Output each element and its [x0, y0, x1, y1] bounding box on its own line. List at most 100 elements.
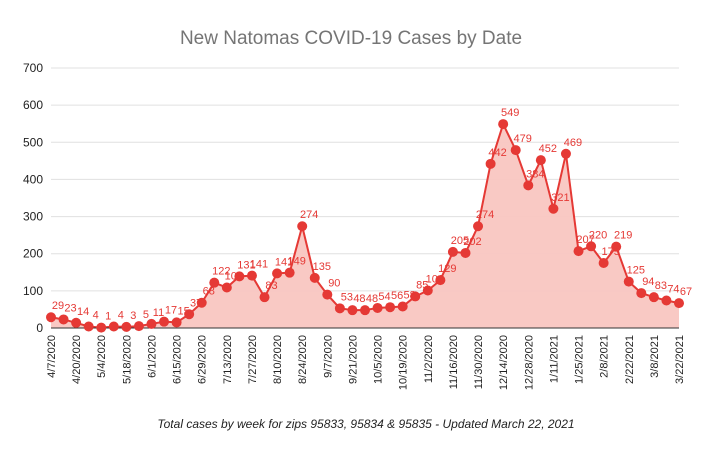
data-label: 48 — [366, 293, 378, 305]
data-label: 384 — [526, 168, 544, 180]
x-tick-label: 11/2/2020 — [423, 335, 435, 383]
data-point — [96, 322, 107, 333]
y-tick-label: 300 — [23, 210, 43, 224]
data-point — [184, 309, 195, 320]
area-fill-layer — [51, 124, 679, 328]
data-label: 85 — [416, 279, 428, 291]
data-point — [71, 317, 82, 328]
data-label: 321 — [551, 192, 569, 204]
data-point — [523, 180, 534, 191]
data-label: 549 — [501, 107, 519, 119]
data-label: 205 — [451, 235, 469, 247]
data-point — [58, 314, 69, 325]
y-tick-label: 500 — [23, 135, 43, 149]
data-label: 207 — [576, 234, 594, 246]
data-point — [83, 321, 94, 332]
data-label: 442 — [488, 147, 506, 159]
data-point — [460, 247, 471, 258]
data-label: 101 — [426, 273, 444, 285]
data-point — [385, 302, 396, 313]
data-point — [146, 318, 157, 329]
data-point — [297, 221, 308, 232]
data-point — [334, 303, 345, 314]
data-label: 58 — [404, 289, 416, 301]
x-tick-label: 12/28/2020 — [523, 335, 535, 390]
data-label: 14 — [77, 306, 89, 318]
data-label: 15 — [177, 305, 189, 317]
data-points — [46, 119, 684, 333]
data-point — [171, 317, 182, 328]
x-tick-label: 1/11/2021 — [548, 335, 560, 383]
y-tick-label: 100 — [23, 284, 43, 298]
data-label: 48 — [353, 293, 365, 305]
data-label: 220 — [589, 229, 607, 241]
data-point — [485, 158, 496, 169]
x-tick-label: 4/7/2020 — [46, 335, 58, 378]
data-label: 23 — [64, 302, 76, 314]
x-tick-label: 10/5/2020 — [373, 335, 385, 384]
data-point — [108, 321, 119, 332]
data-point — [623, 276, 634, 287]
data-point — [598, 258, 609, 268]
data-point — [473, 221, 484, 232]
data-label: 29 — [52, 300, 64, 312]
x-tick-label: 9/21/2020 — [347, 335, 359, 384]
data-label: 56 — [391, 290, 403, 302]
data-point — [234, 271, 245, 282]
x-tick-label: 2/22/2021 — [624, 335, 636, 384]
gridlines — [51, 67, 679, 292]
data-label: 94 — [642, 276, 654, 288]
y-tick-label: 400 — [23, 172, 43, 186]
data-point — [648, 292, 659, 303]
x-tick-label: 8/10/2020 — [272, 335, 284, 384]
x-axis-ticks: 4/7/2020 4/20/2020 5/4/2020 5/18/2020 6/1/20… — [46, 335, 686, 390]
data-label: 83 — [265, 280, 277, 292]
data-point — [535, 155, 546, 166]
data-label: 479 — [514, 133, 532, 145]
data-label: 141 — [275, 256, 293, 268]
data-point — [133, 321, 144, 332]
x-tick-label: 9/7/2020 — [322, 335, 334, 378]
data-point — [272, 268, 283, 279]
data-label: 68 — [203, 286, 215, 298]
data-label: 3 — [130, 310, 136, 322]
data-label: 274 — [476, 209, 494, 221]
data-label: 135 — [313, 261, 331, 273]
data-label: 109 — [225, 271, 243, 283]
data-point — [397, 301, 408, 312]
x-tick-label: 5/18/2020 — [121, 335, 133, 384]
x-tick-label: 7/13/2020 — [222, 335, 234, 384]
data-point — [46, 312, 56, 323]
data-label: 469 — [564, 137, 582, 149]
y-tick-label: 200 — [23, 247, 43, 261]
data-label: 175 — [601, 246, 619, 258]
data-point — [435, 275, 446, 286]
data-point — [360, 305, 370, 316]
y-tick-label: 0 — [36, 321, 43, 335]
x-tick-label: 1/25/2021 — [574, 335, 586, 384]
data-label: 67 — [680, 286, 692, 298]
data-point — [447, 246, 458, 257]
data-label: 452 — [539, 143, 557, 155]
x-tick-label: 8/24/2020 — [297, 335, 309, 384]
data-label: 274 — [300, 209, 318, 221]
x-tick-label: 11/16/2020 — [448, 335, 460, 389]
data-label: 125 — [627, 265, 645, 277]
data-point — [347, 305, 358, 316]
chart-title: New Natomas COVID-19 Cases by Date — [180, 28, 522, 49]
data-point — [573, 246, 584, 257]
data-point — [674, 298, 684, 309]
data-point — [284, 267, 295, 278]
data-point — [510, 145, 521, 156]
x-tick-label: 3/22/2021 — [674, 335, 686, 384]
data-point — [196, 297, 207, 308]
data-label: 74 — [667, 284, 679, 296]
data-label: 149 — [287, 256, 305, 268]
data-point — [159, 316, 170, 327]
data-label: 53 — [341, 291, 353, 303]
data-point — [560, 148, 571, 159]
data-point — [661, 295, 672, 306]
data-label: 83 — [655, 280, 667, 292]
y-axis-ticks: 0 100 200 300 400 500 600 700 — [23, 61, 43, 335]
data-label: 122 — [212, 266, 230, 278]
